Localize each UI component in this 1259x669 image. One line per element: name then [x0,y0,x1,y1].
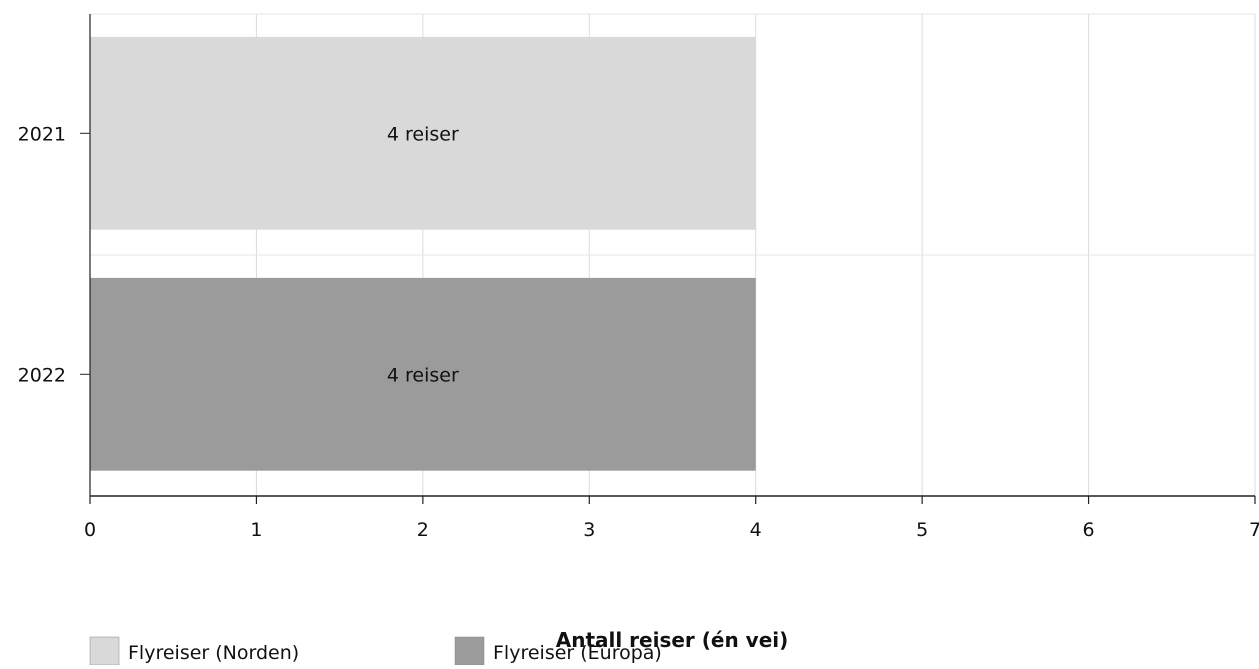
x-tick-label-5: 5 [916,519,928,541]
bar-2021 [90,36,756,230]
x-tick-label-7: 7 [1249,519,1259,541]
x-tick-label-0: 0 [84,519,96,541]
data-labels: 4 reiser 4 reiser [387,123,459,386]
x-tick-label-1: 1 [250,519,262,541]
data-label-2021: 4 reiser [387,123,459,145]
legend: Flyreiser (Norden) Flyreiser (Europa) [89,636,662,666]
x-tick-label-2: 2 [417,519,429,541]
legend-swatch-1 [454,636,485,666]
legend-label-0: Flyreiser (Norden) [128,642,299,664]
bar-2022 [90,277,756,471]
y-tick-label-2021: 2021 [18,123,66,145]
bars [90,36,756,471]
x-tick-label-6: 6 [1083,519,1095,541]
axes: 0 1 2 3 4 5 6 7 2021 2022 [18,14,1259,541]
legend-label-1: Flyreiser (Europa) [493,642,662,664]
x-axis-title: Antall reiser (én vei) [556,628,789,652]
legend-swatch-0 [89,636,120,666]
x-tick-label-3: 3 [583,519,595,541]
y-tick-label-2022: 2022 [18,364,66,386]
data-label-2022: 4 reiser [387,364,459,386]
x-tick-label-4: 4 [750,519,762,541]
